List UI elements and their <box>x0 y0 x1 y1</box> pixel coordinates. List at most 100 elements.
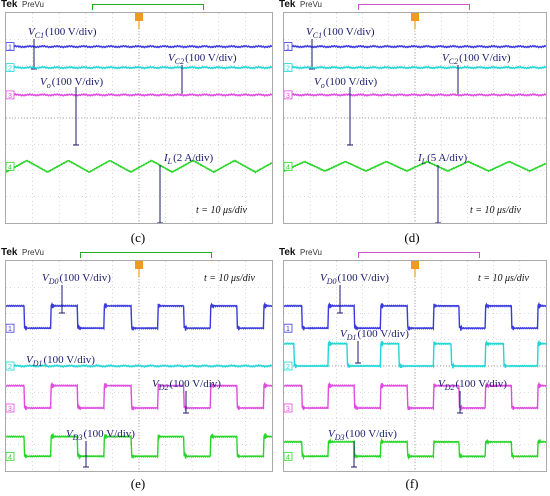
label-vd1: VD1(100 V/div) <box>26 354 95 368</box>
channel-ground-marker: 4 <box>6 451 15 461</box>
label-vd2: VD2(100 V/div) <box>152 378 221 392</box>
ch-marker-number: 4 <box>286 164 290 171</box>
label-scale: (100 V/div) <box>84 428 136 440</box>
waveform-vo <box>284 92 546 97</box>
panel-header: Tek PreVu <box>278 0 550 12</box>
waveform-vd0 <box>284 301 546 331</box>
label-main: V <box>28 26 36 38</box>
waveform-vd3 <box>6 432 272 461</box>
graticule <box>284 13 546 223</box>
ch-marker-box <box>284 161 293 171</box>
prevu-label: PreVu <box>22 248 44 257</box>
channel-ground-marker: 1 <box>6 42 15 52</box>
tek-brand: Tek <box>279 247 296 258</box>
channel-ground-marker: 4 <box>284 451 293 461</box>
label-main: V <box>306 26 314 38</box>
prevu-label: PreVu <box>300 248 322 257</box>
label-main: V <box>442 52 450 64</box>
label-main: V <box>328 428 336 440</box>
label-vd2: VD2(100 V/div) <box>438 378 507 392</box>
trigger-marker-box <box>135 13 143 21</box>
trigger-window <box>358 4 470 10</box>
channel-ground-marker: 4 <box>6 161 15 171</box>
panel-f: Tek PreVu 1 VD0(100 V/div) 2 VD1(100 V/div)… <box>278 247 550 496</box>
waveform-vc2 <box>284 65 546 70</box>
channel-ground-marker: 2 <box>6 361 15 371</box>
label-main: V <box>320 272 328 284</box>
panel-caption: (f) <box>405 476 419 491</box>
ch-marker-box <box>284 323 293 333</box>
trigger-marker <box>135 261 143 277</box>
label-sub: C1 <box>313 31 322 40</box>
trigger-marker-box <box>135 261 143 269</box>
label-main: V <box>66 428 74 440</box>
ch-marker-box <box>284 403 293 413</box>
ch-marker-box <box>6 42 15 52</box>
label-vd0: VD0(100 V/div) <box>320 272 389 286</box>
label-vo: Vo(100 V/div) <box>40 76 104 90</box>
panel-e: Tek PreVu 1 VD0(100 V/div) 2 VD1(100 V/div)… <box>0 247 275 496</box>
label-sub: C2 <box>449 57 458 66</box>
waveform-vc1 <box>284 44 546 49</box>
trigger-marker <box>135 13 143 29</box>
panel-caption: (e) <box>130 476 146 491</box>
ch-marker-number: 2 <box>8 66 12 73</box>
ch-marker-box <box>284 90 293 100</box>
waveform-il <box>6 159 272 174</box>
label-main: V <box>42 272 50 284</box>
channel-ground-marker: 3 <box>284 403 293 413</box>
prevu-label: PreVu <box>22 0 44 9</box>
waveform-vd3 <box>284 437 546 461</box>
trigger-marker-box <box>411 261 419 269</box>
label-sub: D1 <box>346 333 357 342</box>
panel-header: Tek PreVu <box>278 247 550 260</box>
label-scale: (2 A/div) <box>173 152 213 164</box>
label-il: IL(2 A/div) <box>163 152 213 166</box>
label-sub: D2 <box>444 383 455 392</box>
label-scale: (100 V/div) <box>459 52 511 64</box>
label-main: V <box>26 354 34 366</box>
ch-marker-number: 1 <box>8 45 12 52</box>
ch-marker-number: 2 <box>8 364 12 371</box>
label-vd1: VD1(100 V/div) <box>340 328 409 342</box>
ch-marker-box <box>284 42 293 52</box>
ch-marker-number: 3 <box>8 93 12 100</box>
channel-ground-marker: 1 <box>284 323 293 333</box>
waveform-vd0 <box>6 301 272 331</box>
scope-screen: 1 VD0(100 V/div) 2 VD1(100 V/div) 3 VD2(100 V… <box>5 260 273 472</box>
label-vo: Vo(100 V/div) <box>314 76 378 90</box>
label-vc2: VC2(100 V/div) <box>168 52 237 66</box>
channel-ground-marker: 2 <box>284 63 293 73</box>
trigger-marker-box <box>411 13 419 21</box>
ch-marker-number: 1 <box>286 45 290 52</box>
waveform-vd2 <box>284 381 546 411</box>
label-main: V <box>340 328 348 340</box>
channel-ground-marker: 2 <box>284 361 293 371</box>
ch-marker-number: 4 <box>286 454 290 461</box>
label-sub: o <box>321 81 325 90</box>
ch-marker-box <box>284 451 293 461</box>
waveform-il <box>284 160 546 173</box>
label-sub: C2 <box>175 57 184 66</box>
ch-marker-number: 3 <box>286 406 290 413</box>
panel-d: Tek PreVu 1 VC1(100 V/div) 2 VC2(100 V/div)… <box>278 0 550 248</box>
waveform-vd1 <box>284 339 546 369</box>
time-scale-label: t = 10 μs/div <box>196 205 247 216</box>
scope-screen: 1 VC1(100 V/div) 2 VC2(100 V/div) 3 Vo(100 V/… <box>283 12 547 224</box>
scope-screen: 1 VD0(100 V/div) 2 VD1(100 V/div) 3 VD2(100 V… <box>283 260 547 472</box>
label-scale: (100 V/div) <box>170 378 222 390</box>
label-vd3: VD3(100 V/div) <box>66 428 135 442</box>
ch-marker-box <box>6 161 15 171</box>
label-scale: (100 V/div) <box>456 378 508 390</box>
label-sub: L <box>167 157 173 166</box>
trigger-window <box>358 252 480 258</box>
ch-marker-box <box>284 361 293 371</box>
label-main: I <box>417 152 423 164</box>
waveform-vc1 <box>6 44 272 49</box>
ch-marker-box <box>284 63 293 72</box>
ch-marker-box <box>6 323 15 333</box>
